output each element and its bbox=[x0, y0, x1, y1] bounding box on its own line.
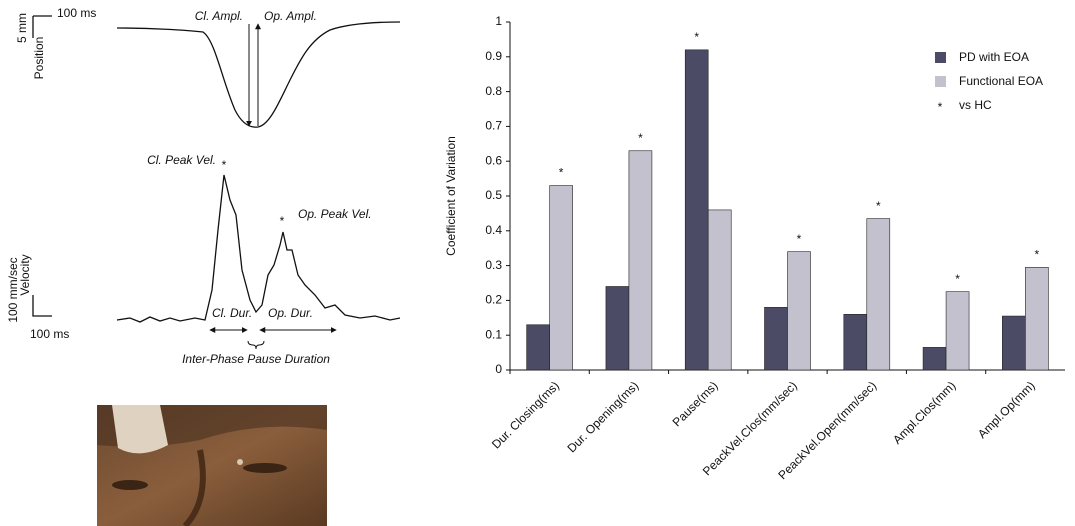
y-axis-label: Coefficient of Variation bbox=[444, 136, 458, 256]
asterisk: * bbox=[559, 166, 564, 180]
scale-bar bbox=[33, 16, 52, 38]
legend-swatch bbox=[935, 76, 946, 87]
bar bbox=[685, 50, 708, 370]
legend-label: vs HC bbox=[959, 98, 992, 112]
label: Position bbox=[32, 37, 46, 80]
bar bbox=[1025, 267, 1048, 370]
y-tick-label: 0 bbox=[495, 362, 502, 376]
label: Op. Dur. bbox=[268, 306, 313, 320]
asterisk: * bbox=[638, 131, 643, 145]
bar bbox=[946, 292, 969, 370]
asterisk: * bbox=[797, 232, 802, 246]
y-tick-label: 0.2 bbox=[485, 293, 502, 307]
label: Op. Ampl. bbox=[264, 9, 317, 23]
y-tick-label: 0.9 bbox=[485, 49, 502, 63]
legend-label: Functional EOA bbox=[959, 74, 1043, 88]
x-tick-label: Ampl.Clos(mm) bbox=[890, 378, 958, 446]
legend-swatch bbox=[935, 52, 946, 63]
bar bbox=[788, 252, 811, 370]
label: Inter-Phase Pause Duration bbox=[182, 352, 330, 366]
bar bbox=[923, 347, 946, 370]
x-tick-label: Pause(ms) bbox=[670, 378, 721, 429]
bar bbox=[1002, 316, 1025, 370]
asterisk: * bbox=[222, 158, 227, 172]
x-tick-label: Dur. Closing(ms) bbox=[489, 378, 562, 451]
bar bbox=[606, 286, 629, 370]
bar bbox=[629, 151, 652, 370]
label: Cl. Peak Vel. bbox=[147, 153, 216, 167]
y-tick-label: 0.3 bbox=[485, 258, 502, 272]
asterisk: * bbox=[280, 214, 285, 228]
asterisk: * bbox=[694, 30, 699, 44]
y-tick-label: 1 bbox=[495, 14, 502, 28]
label: 100 ms bbox=[30, 327, 69, 341]
legend-symbol: * bbox=[938, 100, 943, 114]
bar bbox=[708, 210, 731, 370]
label: Cl. Dur. bbox=[212, 306, 252, 320]
x-tick-label: Ampl.Op(mm) bbox=[975, 378, 1038, 441]
y-tick-label: 0.1 bbox=[485, 327, 502, 341]
label: Velocity bbox=[18, 254, 32, 295]
y-tick-label: 0.8 bbox=[485, 84, 502, 98]
asterisk: * bbox=[1035, 248, 1040, 262]
scale-bar bbox=[33, 295, 52, 316]
y-tick-label: 0.4 bbox=[485, 223, 502, 237]
page: 100 ms 5 mm Position Cl. Ampl. Op. Ampl.… bbox=[0, 0, 1075, 526]
label: 5 mm bbox=[15, 13, 29, 43]
bar bbox=[867, 219, 890, 370]
legend-label: PD with EOA bbox=[959, 50, 1029, 64]
label: Op. Peak Vel. bbox=[298, 207, 372, 221]
bar bbox=[765, 307, 788, 370]
asterisk: * bbox=[955, 272, 960, 286]
bar bbox=[844, 314, 867, 370]
asterisk: * bbox=[876, 199, 881, 213]
label: 100 ms bbox=[57, 6, 96, 20]
brace bbox=[248, 341, 264, 349]
x-tick-label: Dur. Opening(ms) bbox=[564, 378, 641, 455]
y-tick-label: 0.7 bbox=[485, 119, 502, 133]
y-tick-label: 0.6 bbox=[485, 153, 502, 167]
photo bbox=[97, 405, 327, 526]
velocity-trace bbox=[117, 175, 400, 322]
figure: 100 ms 5 mm Position Cl. Ampl. Op. Ampl.… bbox=[0, 0, 1075, 526]
bar bbox=[527, 325, 550, 370]
bar bbox=[550, 186, 573, 370]
label: Cl. Ampl. bbox=[195, 9, 243, 23]
y-tick-label: 0.5 bbox=[485, 188, 502, 202]
